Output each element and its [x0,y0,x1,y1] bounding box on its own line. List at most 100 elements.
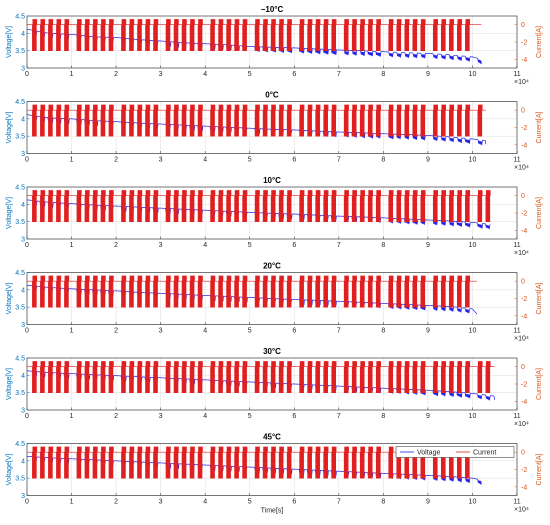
x-axis-label: Time[s] [261,508,284,515]
y2-axis-label: Current[A] [536,26,543,58]
x-tick-label: 3 [159,157,163,164]
y-tick-label: 3.5 [15,48,25,55]
x-tick-label: 0 [25,499,29,506]
legend-current-label: Current [473,450,496,457]
y2-tick-label: 0 [521,450,525,457]
x-tick-label: 0 [25,157,29,164]
y2-axis-label: Current[A] [536,111,543,143]
y-tick-label: 4 [21,287,25,294]
y2-tick-label: -4 [521,57,527,64]
x-tick-label: 5 [248,71,252,78]
x-tick-label: 11 [513,242,520,249]
x-tick-label: 2 [114,71,118,78]
y-axis-label: Voltage[V] [6,26,13,58]
x-tick-label: 8 [381,413,385,420]
subplot-1: 0 1 2 3 4 5 6 7 8 9 10 11×10⁴ 3 3.5 4 4.5 -4 -2 0 Voltage[V… [6,91,543,172]
y-tick-label: 4 [21,373,25,380]
y2-axis-label: Current[A] [536,453,543,485]
x-tick-label: 9 [426,413,430,420]
y-tick-label: 3 [21,66,25,73]
y2-tick-label: -4 [521,484,527,491]
y-tick-label: 4.5 [15,99,25,106]
x-exponent-label: ×10⁴ [514,421,529,428]
x-tick-label: 6 [292,242,296,249]
y-tick-label: 3 [21,237,25,244]
y-tick-label: 3 [21,408,25,415]
x-tick-label: 2 [114,157,118,164]
subplot-3: 0 1 2 3 4 5 6 7 8 9 10 11×10⁴ 3 3.5 4 4.5 -4 -2 0 Voltage[V… [6,262,543,343]
x-tick-label: 8 [381,157,385,164]
y2-tick-label: 0 [521,279,525,286]
current-series-line [27,275,477,308]
subplot-2: 0 1 2 3 4 5 6 7 8 9 10 11×10⁴ 3 3.5 4 4.5 -4 -2 0 Voltage[V… [6,176,543,257]
legend-box [395,446,515,458]
x-tick-label: 7 [337,71,341,78]
current-series-line [27,19,482,51]
x-tick-label: 8 [381,328,385,335]
y2-tick-label: -2 [521,296,527,303]
x-tick-label: 3 [159,242,163,249]
x-tick-label: 6 [292,328,296,335]
x-tick-label: 7 [337,157,341,164]
y-tick-label: 3.5 [15,390,25,397]
y2-tick-label: 0 [521,108,525,115]
y-axis-label: Voltage[V] [6,282,13,314]
x-tick-label: 1 [70,499,74,506]
x-tick-label: 0 [25,328,29,335]
x-tick-label: 1 [70,71,74,78]
x-tick-label: 3 [159,71,163,78]
x-tick-label: 11 [513,157,520,164]
x-tick-label: 10 [469,413,477,420]
x-tick-label: 5 [248,413,252,420]
current-series-line [27,190,491,222]
x-tick-label: 4 [203,328,207,335]
y-tick-label: 3.5 [15,305,25,312]
x-tick-label: 4 [203,499,207,506]
subplot-title: 0°C [265,91,279,100]
subplot-5: 0 1 2 3 4 5 6 7 8 9 10 11×10⁴ 3 3.5 4 4.5 -4 -2 0 Voltage[V… [6,433,543,515]
y-tick-label: 3.5 [15,134,25,141]
x-tick-label: 6 [292,413,296,420]
x-tick-label: 10 [469,71,477,78]
y2-tick-label: -4 [521,142,527,149]
x-tick-label: 1 [70,413,74,420]
x-tick-label: 5 [248,499,252,506]
x-tick-label: 7 [337,499,341,506]
y2-tick-label: -2 [521,211,527,218]
x-tick-label: 9 [426,328,430,335]
y2-tick-label: 0 [521,193,525,200]
x-exponent-label: ×10⁴ [514,250,529,257]
x-tick-label: 4 [203,71,207,78]
y2-axis-label: Current[A] [536,368,543,400]
x-tick-label: 6 [292,157,296,164]
x-tick-label: 3 [159,413,163,420]
x-tick-label: 3 [159,328,163,335]
x-tick-label: 2 [114,413,118,420]
y-tick-label: 4.5 [15,356,25,363]
x-tick-label: 9 [426,157,430,164]
y-tick-label: 3.5 [15,476,25,483]
y-axis-label: Voltage[V] [6,453,13,485]
y2-tick-label: -2 [521,382,527,389]
x-tick-label: 6 [292,499,296,506]
x-tick-label: 4 [203,242,207,249]
subplot-title: −10°C [261,5,284,14]
x-tick-label: 8 [381,242,385,249]
x-tick-label: 5 [248,242,252,249]
x-tick-label: 10 [469,242,477,249]
x-tick-label: 7 [337,242,341,249]
x-tick-label: 1 [70,242,74,249]
x-tick-label: 11 [513,71,520,78]
y-tick-label: 3 [21,493,25,500]
y-tick-label: 3 [21,151,25,158]
y-tick-label: 4 [21,458,25,465]
y-axis-label: Voltage[V] [6,368,13,400]
x-tick-label: 0 [25,413,29,420]
x-tick-label: 10 [469,499,477,506]
y-axis-label: Voltage[V] [6,197,13,229]
x-tick-label: 11 [513,499,520,506]
y-tick-label: 4 [21,31,25,38]
x-tick-label: 7 [337,413,341,420]
y2-tick-label: -4 [521,313,527,320]
